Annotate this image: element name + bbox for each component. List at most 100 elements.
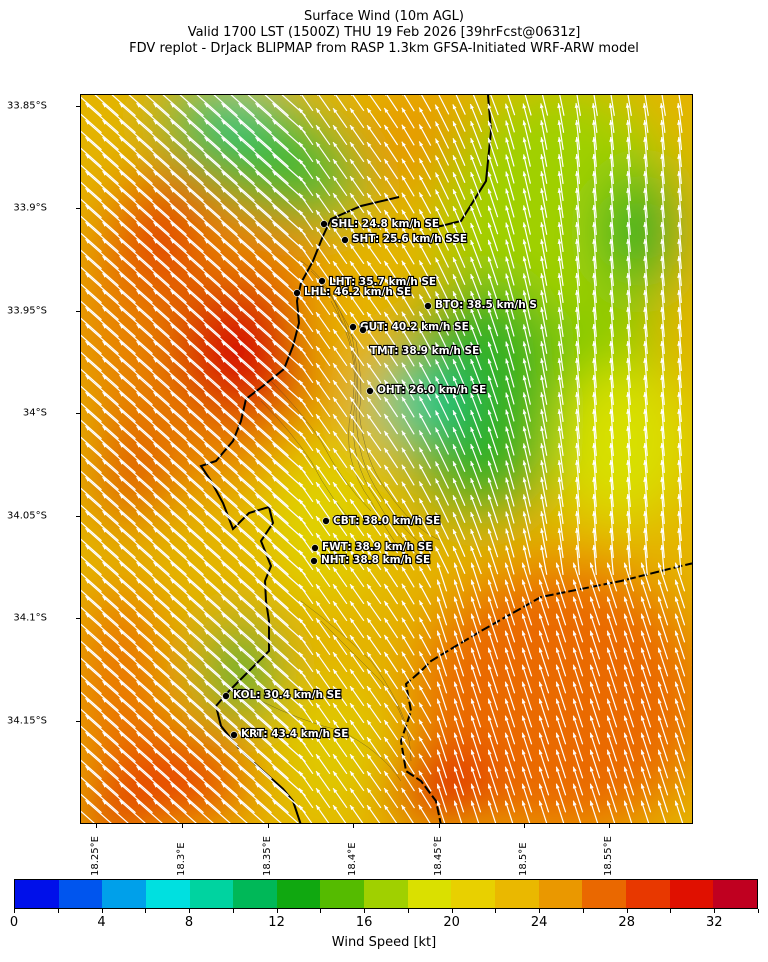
colorbar-segment (407, 880, 452, 908)
station-dot-icon (424, 302, 432, 310)
lon-tick (268, 824, 269, 828)
station-label: KOL: 30.4 km/h SE (233, 689, 341, 701)
lon-tick (182, 824, 183, 828)
lat-tick-label: 34.05°S (7, 510, 47, 522)
lon-tick-label: 18.4°E (347, 842, 358, 876)
lon-tick-label: 18.45°E (433, 836, 444, 876)
station-dot-icon (318, 277, 326, 285)
station-shl: SHL: 24.8 km/h SE (320, 217, 440, 231)
station-label: KRT: 43.4 km/h SE (241, 728, 348, 740)
colorbar-tick-label: 28 (618, 915, 635, 930)
colorbar-tick (714, 909, 716, 913)
lat-tick-label: 34.15°S (7, 715, 47, 727)
colorbar-tick (145, 909, 147, 913)
colorbar-segment (145, 880, 190, 908)
chart-title: Surface Wind (10m AGL) (304, 9, 464, 24)
colorbar-tick-label: 8 (184, 915, 194, 930)
colorbar-tick (189, 909, 191, 913)
lat-tick (76, 311, 80, 312)
colorbar-segment (625, 880, 670, 908)
colorbar-segment (582, 880, 626, 908)
lon-tick-label: 18.5°E (518, 842, 529, 876)
colorbar-tick (57, 909, 59, 913)
station-label: GUT: 40.2 km/h SE (360, 321, 469, 333)
colorbar-tick (364, 909, 366, 913)
colorbar-segment (189, 880, 234, 908)
colorbar-segment (58, 880, 103, 908)
station-dot-icon (310, 557, 318, 565)
colorbar-tick (14, 909, 15, 913)
station-sht: SHT: 25.6 km/h SSE (341, 232, 468, 246)
colorbar-tick-label: 32 (705, 915, 723, 930)
lat-tick-label: 33.85°S (7, 100, 47, 112)
colorbar-segment (233, 880, 277, 908)
lon-tick-label: 18.35°E (262, 836, 273, 876)
colorbar-segment (669, 880, 714, 908)
colorbar-segment (320, 880, 365, 908)
colorbar-tick (101, 909, 103, 913)
station-dot-icon (349, 323, 357, 331)
station-label: NHT: 38.8 km/h SE (321, 554, 430, 566)
colorbar-tick-label: 12 (268, 915, 285, 930)
colorbar-title: Wind Speed [kt] (331, 935, 437, 950)
colorbar-tick (407, 909, 409, 913)
station-oht: OHT: 26.0 km/h SE (366, 383, 487, 397)
lon-tick-label: 18.25°E (90, 836, 101, 876)
colorbar-tick (451, 909, 453, 913)
lon-tick (439, 824, 440, 828)
station-cbt: CBT: 38.0 km/h SE (322, 514, 441, 528)
station-label: BTO: 38.5 km/h S (435, 299, 537, 311)
lat-tick-label: 33.95°S (7, 305, 47, 317)
lon-tick-label: 18.3°E (176, 842, 187, 876)
lon-tick (524, 824, 525, 828)
station-lhl: LHL: 46.2 km/h SE (293, 285, 412, 299)
colorbar-segment (364, 880, 408, 908)
lat-tick (76, 106, 80, 107)
colorbar-segment (15, 880, 59, 908)
colorbar-tick (670, 909, 672, 913)
colorbar-tick (758, 909, 759, 913)
chart-valid-time: Valid 1700 LST (1500Z) THU 19 Feb 2026 [… (187, 25, 581, 40)
colorbar-tick (495, 909, 497, 913)
colorbar-tick (232, 909, 234, 913)
colorbar-tick-label: 20 (443, 915, 460, 930)
colorbar-tick (626, 909, 628, 913)
station-label: SHT: 25.6 km/h SSE (352, 233, 467, 245)
colorbar (14, 879, 758, 909)
station-label: CBT: 38.0 km/h SE (333, 515, 440, 527)
wind-vectors (81, 95, 692, 823)
station-dot-icon (311, 544, 319, 552)
colorbar-tick-label: 0 (9, 915, 19, 930)
lon-tick-label: 18.55°E (603, 836, 614, 876)
lon-tick (96, 824, 97, 828)
colorbar-segment (451, 880, 496, 908)
station-label: LHT: 35.7 km/h SE (329, 276, 436, 288)
station-label: LHL: 46.2 km/h SE (304, 286, 411, 298)
station-lht: LHT: 35.7 km/h SE (318, 275, 437, 289)
station-label: TMT: 38.9 km/h SE (370, 345, 479, 357)
lat-tick-label: 34°S (22, 407, 47, 419)
lat-tick (76, 413, 80, 414)
wind-map: SHL: 24.8 km/h SE SHT: 25.6 km/h SSE LHT: … (80, 94, 693, 824)
speed-field (81, 95, 692, 823)
lat-tick-label: 33.9°S (13, 202, 47, 214)
wind-field-svg: SHL: 24.8 km/h SE SHT: 25.6 km/h SSE LHT: … (81, 95, 692, 823)
station-bto: BTO: 38.5 km/h S (424, 298, 538, 312)
colorbar-tick-label: 4 (97, 915, 106, 930)
station-label: OHT: 26.0 km/h SE (377, 384, 486, 396)
station-dot-icon (341, 236, 349, 244)
station-label: FWT: 38.9 km/h SE (322, 541, 432, 553)
colorbar-tick (320, 909, 322, 913)
colorbar-segment (713, 880, 757, 908)
station-kol: KOL: 30.4 km/h SE (222, 688, 342, 702)
station-markers: SHL: 24.8 km/h SE SHT: 25.6 km/h SSE LHT: … (222, 217, 538, 741)
station-dot-icon (230, 731, 238, 739)
station-nht: NHT: 38.8 km/h SE (310, 553, 431, 567)
lon-tick (353, 824, 354, 828)
lat-tick (76, 618, 80, 619)
terrain-contours (260, 260, 443, 782)
colorbar-tick-label: 16 (355, 915, 373, 930)
colorbar-tick-label: 24 (530, 915, 548, 930)
lat-tick (76, 721, 80, 722)
station-gut: GUT: 40.2 km/h SE (349, 320, 470, 334)
